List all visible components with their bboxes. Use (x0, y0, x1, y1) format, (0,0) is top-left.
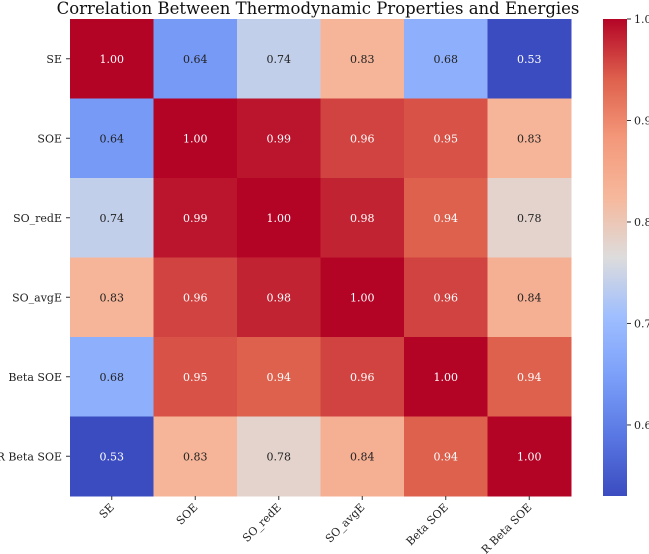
heatmap-cell (487, 98, 572, 179)
heatmap-cell (404, 337, 488, 417)
colorbar-tick-label: 0.7 (634, 317, 649, 330)
x-tick-label: Beta SOE (404, 501, 451, 548)
x-tick-label: R Beta SOE (479, 501, 534, 554)
heatmap-cell (70, 337, 154, 417)
heatmap-cell (320, 257, 405, 338)
colorbar-tick-label: 0.9 (634, 114, 649, 127)
cell-value-label: 0.95 (183, 371, 208, 384)
cell-value-label: 0.96 (183, 291, 208, 304)
cell-value-label: 0.83 (183, 450, 208, 463)
cell-value-label: 0.99 (267, 132, 292, 145)
colorbar-tick-label: 0.8 (634, 216, 649, 229)
heatmap-cell (487, 178, 572, 258)
heatmap-cell (320, 178, 405, 258)
heatmap-cell (153, 19, 238, 99)
chart-title: Correlation Between Thermodynamic Proper… (57, 0, 580, 18)
x-tick-label: SOE (174, 501, 201, 528)
heatmap-cell (487, 257, 572, 338)
y-tick-label: Beta SOE (8, 371, 62, 384)
cell-value-label: 0.99 (183, 212, 208, 225)
heatmap-cell (237, 416, 321, 497)
cell-value-labels: 1.00 0.64 0.74 0.83 0.68 0.53 0.64 1.00 0.99 0.96… (100, 53, 542, 464)
cell-value-label: 1.00 (100, 53, 125, 66)
cell-value-label: 0.53 (517, 53, 542, 66)
y-tick-label: SOE (37, 132, 62, 145)
cell-value-label: 1.00 (517, 450, 542, 463)
cell-value-label: 0.64 (100, 132, 125, 145)
cell-value-label: 0.94 (267, 371, 292, 384)
colorbar: 0.6 0.7 0.8 0.9 1.0 (603, 13, 649, 496)
cell-value-label: 0.96 (434, 291, 459, 304)
cell-value-label: 0.83 (517, 132, 542, 145)
cell-value-label: 0.78 (267, 450, 292, 463)
heatmap-cell (320, 337, 405, 417)
heatmap-cell (487, 337, 572, 417)
x-tick-label: SO_redE (240, 501, 284, 545)
heatmap-cell (237, 337, 321, 417)
heatmap-cell (70, 416, 154, 497)
cell-value-label: 0.96 (350, 132, 375, 145)
heatmap-cell (153, 98, 238, 179)
heatmap-cell (404, 416, 488, 497)
cell-value-label: 0.94 (434, 450, 459, 463)
heatmap-cells (70, 19, 572, 497)
x-tick-label: SE (97, 501, 117, 521)
heatmap-cell (237, 257, 321, 338)
y-tick-label: R Beta SOE (0, 450, 62, 463)
colorbar-tick-label: 0.6 (634, 419, 649, 432)
cell-value-label: 1.00 (434, 371, 459, 384)
heatmap-cell (70, 98, 154, 179)
heatmap-cell (153, 337, 238, 417)
cell-value-label: 0.78 (517, 212, 542, 225)
cell-value-label: 0.83 (100, 291, 125, 304)
cell-value-label: 0.94 (434, 212, 459, 225)
heatmap-cell (153, 416, 238, 497)
cell-value-label: 0.74 (100, 212, 125, 225)
cell-value-label: 0.94 (517, 371, 542, 384)
heatmap-cell (487, 416, 572, 497)
y-tick-label: SO_redE (13, 212, 62, 225)
heatmap-cell (320, 98, 405, 179)
heatmap-cell (237, 178, 321, 258)
x-axis-tick-labels: SE SOE SO_redE SO_avgE Beta SOE R Beta SOE (97, 496, 534, 554)
cell-value-label: 0.95 (434, 132, 459, 145)
heatmap-cell (404, 257, 488, 338)
heatmap-cell (404, 178, 488, 258)
heatmap-cell (320, 416, 405, 497)
cell-value-label: 0.84 (350, 450, 375, 463)
colorbar-tick-label: 1.0 (634, 13, 649, 26)
heatmap-cell (404, 98, 488, 179)
cell-value-label: 0.68 (100, 371, 125, 384)
cell-value-label: 0.96 (350, 371, 375, 384)
heatmap-cell (237, 19, 321, 99)
y-axis-tick-labels: SE SOE SO_redE SO_avgE Beta SOE R Beta SOE (0, 53, 70, 463)
cell-value-label: 0.74 (267, 53, 292, 66)
cell-value-label: 1.00 (267, 212, 292, 225)
x-tick-label: SO_avgE (323, 501, 367, 545)
heatmap-cell (70, 257, 154, 338)
heatmap-cell (237, 98, 321, 179)
heatmap-cell (320, 19, 405, 99)
cell-value-label: 0.68 (434, 53, 459, 66)
heatmap-cell (404, 19, 488, 99)
colorbar-ticks: 0.6 0.7 0.8 0.9 1.0 (627, 13, 649, 432)
heatmap-cell (153, 257, 238, 338)
heatmap-cell (70, 178, 154, 258)
cell-value-label: 0.53 (100, 450, 125, 463)
y-tick-label: SO_avgE (12, 291, 62, 304)
heatmap-cell (70, 19, 154, 99)
heatmap-cell (487, 19, 572, 99)
cell-value-label: 0.98 (350, 212, 375, 225)
heatmap-cell (153, 178, 238, 258)
cell-value-label: 1.00 (183, 132, 208, 145)
colorbar-gradient (603, 19, 627, 496)
cell-value-label: 0.98 (267, 291, 292, 304)
cell-value-label: 0.64 (183, 53, 208, 66)
cell-value-label: 1.00 (350, 291, 375, 304)
y-tick-label: SE (46, 53, 62, 66)
cell-value-label: 0.83 (350, 53, 375, 66)
cell-value-label: 0.84 (517, 291, 542, 304)
